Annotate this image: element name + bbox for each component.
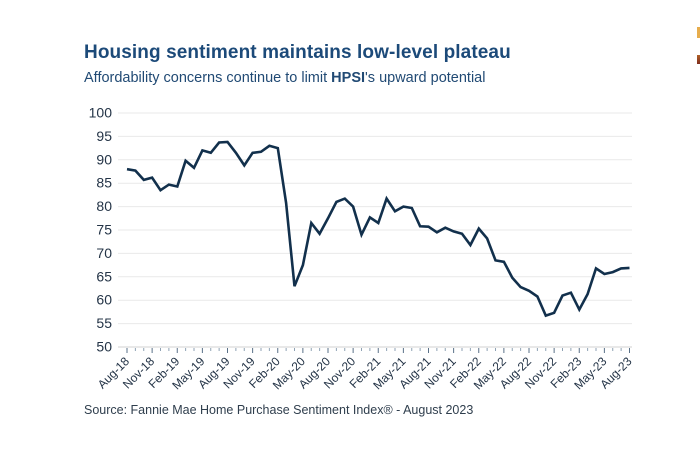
source-note: Source: Fannie Mae Home Purchase Sentime… <box>84 403 474 417</box>
chart-title: Housing sentiment maintains low-level pl… <box>84 42 511 63</box>
y-axis-label-85: 85 <box>96 175 112 191</box>
subtitle-hpsi-bold: HPSI <box>331 70 366 86</box>
y-axis-label-80: 80 <box>96 198 112 214</box>
y-axis-label-60: 60 <box>96 292 112 308</box>
chart-subtitle: Affordability concerns continue to limit… <box>84 70 485 86</box>
subtitle-prefix: Affordability concerns continue to limit <box>84 70 332 86</box>
y-axis-label-70: 70 <box>96 245 112 261</box>
accent-mark-top-icon <box>697 27 700 38</box>
hpsi-series-line <box>126 140 630 318</box>
y-axis-label-55: 55 <box>96 315 112 331</box>
y-axis-label-100: 100 <box>89 105 113 121</box>
y-axis-label-50: 50 <box>96 339 112 355</box>
y-axis-label-90: 90 <box>96 151 112 167</box>
y-axis-label-75: 75 <box>96 222 112 238</box>
y-axis-label-95: 95 <box>96 128 112 144</box>
y-axis-label-65: 65 <box>96 268 112 284</box>
accent-mark-bottom-icon <box>697 55 700 64</box>
subtitle-suffix: 's upward potential <box>365 70 486 86</box>
